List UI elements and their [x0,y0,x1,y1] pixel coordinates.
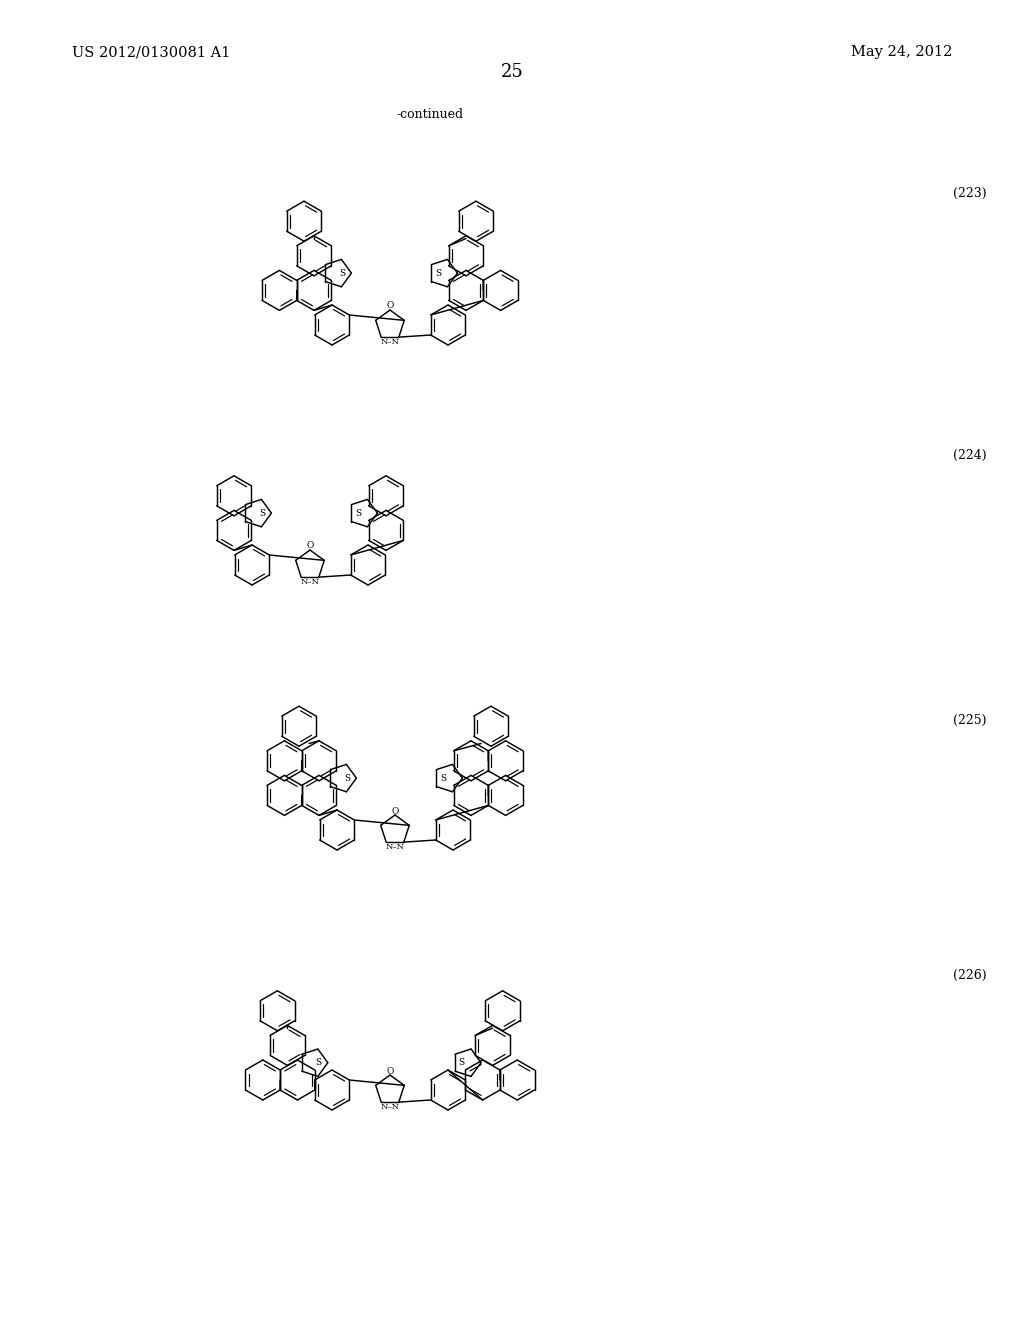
Text: S: S [259,508,265,517]
Text: S: S [339,268,345,277]
Text: (223): (223) [953,186,987,199]
Text: N–N: N–N [381,338,399,346]
Text: (225): (225) [953,714,987,726]
Text: S: S [459,1059,465,1067]
Text: N–N: N–N [385,843,404,851]
Text: N–N: N–N [381,1104,399,1111]
Text: S: S [355,508,361,517]
Text: O: O [386,1067,393,1076]
Text: S: S [315,1059,322,1067]
Text: (224): (224) [953,449,987,462]
Text: N–N: N–N [300,578,319,586]
Text: O: O [391,807,398,816]
Text: S: S [435,268,441,277]
Text: US 2012/0130081 A1: US 2012/0130081 A1 [72,45,230,59]
Text: O: O [306,541,313,550]
Text: S: S [440,774,446,783]
Text: O: O [386,301,393,310]
Text: -continued: -continued [396,108,464,121]
Text: May 24, 2012: May 24, 2012 [851,45,952,59]
Text: (226): (226) [953,969,987,982]
Text: 25: 25 [501,63,523,81]
Text: S: S [344,774,350,783]
